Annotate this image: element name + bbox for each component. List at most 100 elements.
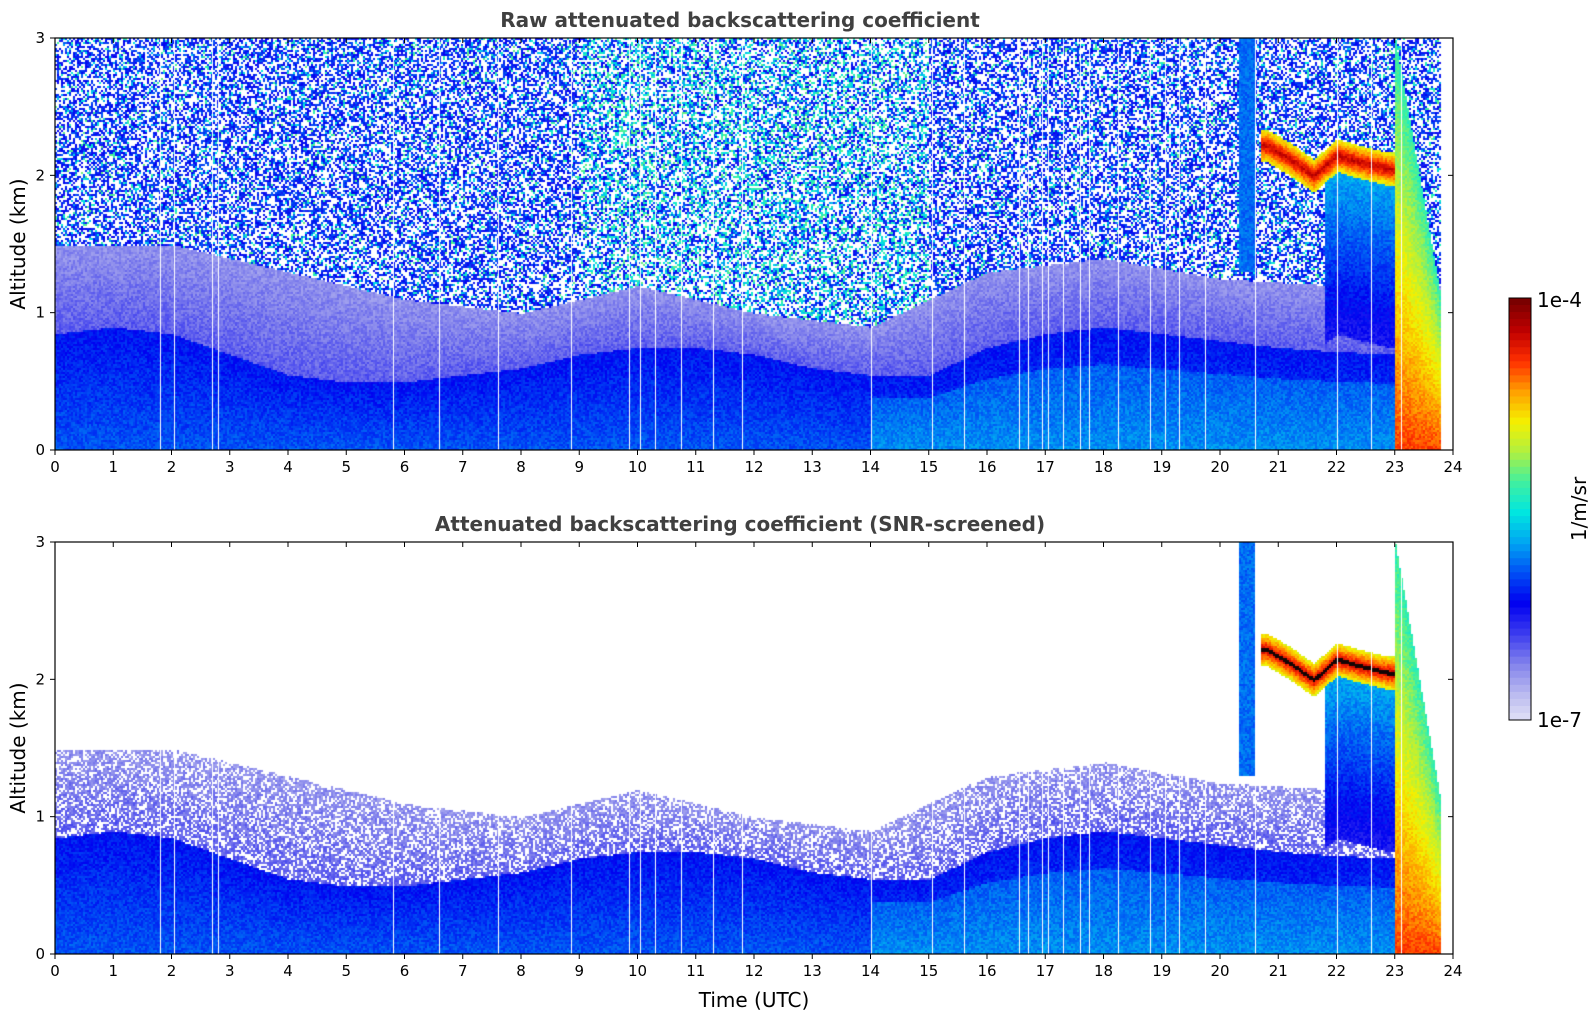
colorbar-segment (1509, 494, 1531, 503)
x-tick-label: 1 (108, 458, 118, 476)
colorbar-segment (1509, 298, 1531, 306)
colorbar-segment (1509, 698, 1531, 707)
colorbar-segment (1509, 347, 1531, 355)
colorbar-segment (1509, 354, 1531, 362)
heatmap-image (55, 542, 1453, 954)
x-tick-label: 3 (225, 458, 235, 476)
colorbar-segment (1509, 677, 1531, 686)
colorbar-min-label: 1e-7 (1537, 708, 1582, 732)
colorbar-segment (1509, 396, 1531, 404)
colorbar-segment (1509, 452, 1531, 461)
colorbar-segment (1509, 459, 1531, 468)
colorbar-segment (1509, 656, 1531, 665)
colorbar-segment (1509, 593, 1531, 601)
x-tick-label: 16 (977, 962, 996, 980)
x-tick-label: 18 (1094, 962, 1113, 980)
x-tick-label: 3 (225, 962, 235, 980)
colorbar-segment (1509, 424, 1531, 433)
x-tick-label: 23 (1385, 458, 1404, 476)
colorbar-segment (1509, 312, 1531, 320)
colorbar-segment (1509, 410, 1531, 419)
colorbar-segment (1509, 501, 1531, 510)
x-tick-label: 14 (861, 962, 880, 980)
colorbar-segment (1509, 431, 1531, 440)
x-tick-label: 20 (1210, 962, 1229, 980)
x-tick-label: 8 (516, 962, 526, 980)
colorbar-segment (1509, 509, 1531, 517)
y-tick-label: 0 (35, 441, 45, 459)
colorbar-segment (1509, 712, 1531, 721)
chart-title: Raw attenuated backscattering coefficien… (500, 8, 980, 32)
colorbar-segment (1509, 614, 1531, 623)
y-tick-label: 1 (35, 808, 45, 826)
colorbar-segment (1509, 487, 1531, 496)
x-tick-label: 7 (458, 962, 468, 980)
y-tick-label: 0 (35, 945, 45, 963)
x-tick-label: 12 (744, 962, 763, 980)
x-tick-label: 17 (1036, 458, 1055, 476)
colorbar-segment (1509, 551, 1531, 559)
colorbar-segment (1509, 544, 1531, 552)
x-tick-label: 19 (1152, 458, 1171, 476)
colorbar-segment (1509, 537, 1531, 545)
y-axis-label: Altitude (km) (6, 178, 30, 309)
heatmap-screened (54, 541, 1454, 955)
x-tick-label: 5 (341, 458, 351, 476)
y-tick-label: 3 (35, 29, 45, 47)
colorbar-segment (1509, 382, 1531, 390)
x-tick-label: 13 (803, 458, 822, 476)
colorbar-segment (1509, 607, 1531, 615)
y-tick-label: 1 (35, 304, 45, 322)
x-tick-label: 23 (1385, 962, 1404, 980)
colorbar-segment (1509, 445, 1531, 454)
chart-title: Attenuated backscattering coefficient (S… (435, 512, 1045, 536)
x-tick-label: 4 (283, 458, 293, 476)
x-tick-label: 5 (341, 962, 351, 980)
x-tick-label: 20 (1210, 458, 1229, 476)
colorbar-segment (1509, 691, 1531, 700)
x-tick-label: 8 (516, 458, 526, 476)
axes-raw: 0 1 2 3 4 5 6 7 8 9 10 11 12 13 14 15 16 17 18 19 20 21 22 23 24… (35, 29, 1462, 476)
colorbar-segment (1509, 438, 1531, 447)
x-tick-label: 2 (167, 458, 177, 476)
colorbar: 1e-4 1e-7 1/m/sr (1508, 288, 1591, 732)
colorbar-segment (1509, 670, 1531, 679)
x-tick-label: 17 (1036, 962, 1055, 980)
x-tick-label: 22 (1327, 458, 1346, 476)
colorbar-unit-label: 1/m/sr (1567, 476, 1591, 541)
colorbar-segment (1509, 621, 1531, 630)
colorbar-segment (1509, 558, 1531, 566)
colorbar-segment (1509, 403, 1531, 412)
x-tick-label: 14 (861, 458, 880, 476)
colorbar-segment (1509, 705, 1531, 714)
x-tick-label: 9 (574, 458, 584, 476)
colorbar-segment (1509, 417, 1531, 426)
x-tick-label: 22 (1327, 962, 1346, 980)
heatmap-image (55, 38, 1453, 450)
x-tick-label: 24 (1443, 458, 1462, 476)
colorbar-frame (1508, 297, 1532, 721)
x-tick-label: 11 (686, 962, 705, 980)
colorbar-segment (1509, 649, 1531, 658)
panel-screened: Attenuated backscattering coefficient (S… (6, 512, 1463, 1012)
x-tick-label: 12 (744, 458, 763, 476)
colorbar-max-label: 1e-4 (1537, 288, 1582, 312)
colorbar-segment (1509, 572, 1531, 580)
colorbar-segment (1509, 466, 1531, 475)
x-tick-label: 1 (108, 962, 118, 980)
x-tick-label: 13 (803, 962, 822, 980)
colorbar-segment (1509, 684, 1531, 693)
x-tick-label: 24 (1443, 962, 1462, 980)
colorbar-segment (1509, 473, 1531, 482)
x-tick-label: 15 (919, 962, 938, 980)
colorbar-segment (1509, 375, 1531, 383)
x-tick-label: 10 (628, 962, 647, 980)
x-tick-label: 18 (1094, 458, 1113, 476)
y-tick-label: 2 (35, 670, 45, 688)
colorbar-segment (1509, 361, 1531, 369)
colorbar-segment (1509, 663, 1531, 672)
x-tick-label: 2 (167, 962, 177, 980)
colorbar-segment (1509, 480, 1531, 489)
panel-raw: Raw attenuated backscattering coefficien… (6, 8, 1463, 476)
